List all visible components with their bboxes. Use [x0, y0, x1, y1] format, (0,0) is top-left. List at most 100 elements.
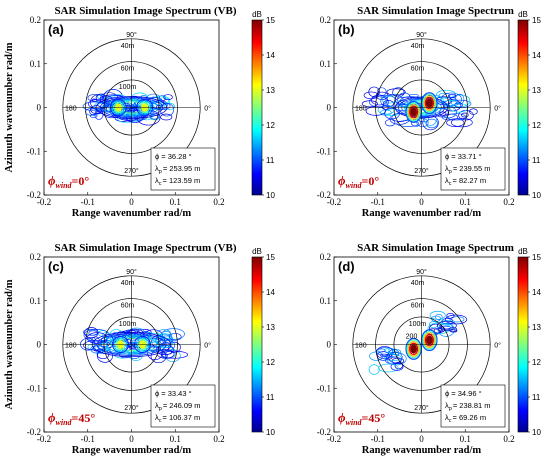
info-cutoff-wavelength: λc= 82.27 m [445, 176, 486, 187]
y-tick-label: 0 [37, 103, 42, 113]
contour-line [149, 114, 160, 121]
colorbar [517, 19, 529, 196]
y-tick-label: 0.2 [30, 252, 41, 262]
x-tick-label: 0.1 [170, 434, 181, 444]
x-tick-label: 0 [419, 197, 424, 207]
contour-line [437, 323, 455, 337]
contour-line [449, 316, 465, 323]
colorbar-tick-label: 15 [266, 16, 275, 25]
colorbar-unit: dB [518, 10, 528, 19]
info-peak-direction: ϕ = 33.71 ° [445, 152, 482, 161]
colorbar-tick-label: 10 [532, 191, 541, 200]
direction-label: 90° [416, 31, 427, 39]
ring-label: 60m [411, 303, 425, 310]
contour-line [444, 314, 468, 325]
contour-line [438, 92, 451, 99]
panel-label: (c) [48, 259, 64, 274]
contour-line [440, 92, 462, 107]
y-tick-label: -0.2 [27, 427, 41, 437]
contour-line [446, 313, 455, 319]
spectrum-peak [425, 98, 433, 108]
panel-label: (d) [338, 259, 355, 274]
x-tick-label: -0.2 [37, 197, 51, 207]
y-tick-label: 0.1 [320, 59, 331, 69]
chart-panel-b: SAR Simulation Image Spectrum 40m 60m 90° 27… [317, 5, 542, 219]
contour-line [159, 102, 175, 117]
direction-label: 180 [355, 343, 367, 350]
chart-panel-c: SAR Simulation Image Spectrum (VB) 40m 60m… [4, 242, 275, 456]
y-tick-label: 0 [37, 340, 42, 350]
direction-label: 180 [65, 343, 77, 350]
info-peak-wavelength: λp= 238.81 m [445, 401, 491, 412]
y-tick-label: 0.2 [30, 15, 41, 25]
spectrum-peak [409, 105, 419, 119]
colorbar-tick-label: 13 [266, 323, 275, 332]
direction-label: 90° [126, 31, 137, 39]
colorbar [251, 19, 263, 196]
info-cutoff-wavelength: λc= 69.26 m [445, 413, 486, 424]
colorbar-tick-label: 15 [266, 253, 275, 262]
info-peak-wavelength: λp= 246.09 m [155, 401, 201, 412]
spectrum-peak [407, 104, 420, 120]
colorbar-tick-label: 12 [532, 121, 541, 130]
info-box [440, 147, 506, 191]
ring-label: 60m [121, 303, 135, 310]
x-tick-label: 0 [419, 434, 424, 444]
colorbar-tick-label: 11 [266, 393, 275, 402]
info-cutoff-wavelength: λc= 106.37 m [155, 413, 200, 424]
ring-label: 100m [409, 321, 427, 328]
x-tick-label: -0.2 [327, 197, 341, 207]
contour-line [448, 327, 458, 333]
colorbar-tick-label: 15 [532, 253, 541, 262]
colorbar-tick-label: 10 [532, 428, 541, 437]
direction-label: 90° [126, 268, 137, 276]
chart-title: SAR Simulation Image Spectrum [357, 5, 514, 17]
colorbar-tick-label: 11 [266, 156, 275, 165]
contour-line [376, 87, 387, 97]
colorbar-tick-label: 12 [266, 121, 275, 130]
y-tick-label: -0.2 [317, 190, 331, 200]
contour-line [160, 113, 173, 121]
contour-line [371, 94, 388, 106]
contour-line [383, 354, 402, 362]
spectrum-peak [406, 339, 421, 359]
contour-line [436, 89, 456, 99]
contour-line [378, 363, 399, 373]
contour-line [160, 350, 189, 359]
colorbar-tick-label: 10 [266, 428, 275, 437]
x-tick-label: 0 [129, 197, 134, 207]
contour-line [386, 88, 406, 96]
colorbar-tick-label: 14 [266, 51, 275, 60]
spectrum-peak [422, 93, 437, 113]
spectrum-peak [406, 102, 421, 122]
y-tick-label: 0 [327, 340, 332, 350]
contour-line [422, 115, 439, 131]
spectrum-peak [423, 332, 436, 348]
contour-line [410, 119, 421, 127]
ring-label: 100m [119, 84, 137, 91]
y-tick-label: 0.2 [320, 15, 331, 25]
plot-area [80, 327, 189, 364]
contour-line [384, 119, 396, 127]
colorbar-unit: dB [518, 247, 528, 256]
spectrum-peak [409, 342, 419, 356]
direction-label: 0° [494, 342, 501, 350]
spectrum-peak [424, 96, 434, 110]
direction-label: 0° [494, 105, 501, 113]
contour-line [435, 313, 443, 321]
spectrum-peak [410, 107, 418, 117]
contour-line [450, 117, 473, 128]
contour-line [469, 108, 478, 115]
ring-label: 40m [121, 280, 135, 287]
contour-line [163, 94, 173, 101]
info-box [150, 147, 216, 191]
contour-line [361, 100, 378, 108]
contour-line [163, 102, 175, 111]
spectrum-contours [80, 327, 189, 364]
colorbar-tick-label: 11 [532, 393, 541, 402]
x-tick-label: -0.1 [81, 197, 95, 207]
contour-line [390, 362, 404, 371]
x-tick-label: 0.1 [460, 197, 471, 207]
info-peak-wavelength: λp= 239.55 m [445, 164, 491, 175]
x-tick-label: 0 [129, 434, 134, 444]
